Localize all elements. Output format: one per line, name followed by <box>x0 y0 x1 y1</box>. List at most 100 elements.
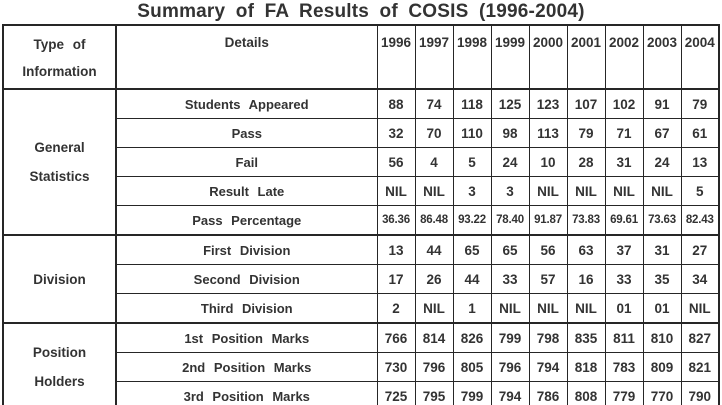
value-cell: 730 <box>376 352 416 382</box>
value-cell: 73.63 <box>642 205 682 236</box>
value-cell: 01 <box>642 293 682 324</box>
header-cell-type-of-information: Type of Information <box>2 24 117 90</box>
row-label: 2nd Position Marks <box>115 352 378 382</box>
header-cell-year: 2001 <box>566 24 606 90</box>
table-row: Second Division 17 26 44 33 57 16 33 35 … <box>3 264 720 294</box>
value-cell: 808 <box>566 381 606 405</box>
header-row: Type of Information Details 1996 1997 19… <box>2 24 720 90</box>
value-cell: 3 <box>490 176 530 206</box>
value-cell: 826 <box>452 322 492 353</box>
value-cell: 113 <box>528 118 568 148</box>
value-cell: NIL <box>566 293 606 324</box>
value-cell: 65 <box>452 234 492 265</box>
value-cell: 125 <box>490 88 530 119</box>
value-cell: 79 <box>680 88 720 119</box>
value-cell: 82.43 <box>680 205 720 236</box>
value-cell: 799 <box>490 322 530 353</box>
value-cell: 26 <box>414 264 454 294</box>
value-cell: 01 <box>604 293 644 324</box>
section-label-general-statistics: General Statistics <box>2 88 117 236</box>
table-row: Pass 32 70 110 98 113 79 71 67 61 <box>3 118 720 148</box>
value-cell: 33 <box>604 264 644 294</box>
results-table: Type of Information Details 1996 1997 19… <box>2 24 720 405</box>
value-cell: 63 <box>566 234 606 265</box>
value-cell: 10 <box>528 147 568 177</box>
value-cell: 93.22 <box>452 205 492 236</box>
value-cell: 2 <box>376 293 416 324</box>
value-cell: 796 <box>414 352 454 382</box>
value-cell: 57 <box>528 264 568 294</box>
value-cell: 88 <box>376 88 416 119</box>
value-cell: 805 <box>452 352 492 382</box>
row-label: Result Late <box>115 176 378 206</box>
value-cell: 5 <box>452 147 492 177</box>
value-cell: NIL <box>414 176 454 206</box>
value-cell: 4 <box>414 147 454 177</box>
value-cell: 123 <box>528 88 568 119</box>
value-cell: NIL <box>528 176 568 206</box>
value-cell: 13 <box>680 147 720 177</box>
table-row: Division First Division 13 44 65 65 56 6… <box>2 234 720 324</box>
table-row: 2nd Position Marks 730 796 805 796 794 8… <box>3 352 720 382</box>
table-row: Position Holders 1st Position Marks 766 … <box>2 322 720 405</box>
table-row: Result Late NIL NIL 3 3 NIL NIL NIL NIL … <box>3 176 720 206</box>
value-cell: 31 <box>642 234 682 265</box>
value-cell: 827 <box>680 322 720 353</box>
header-cell-year: 1999 <box>490 24 530 90</box>
header-cell-details: Details <box>115 24 378 90</box>
value-cell: 798 <box>528 322 568 353</box>
value-cell: 725 <box>376 381 416 405</box>
row-label: 1st Position Marks <box>115 322 378 353</box>
value-cell: 67 <box>642 118 682 148</box>
section-label-line: Statistics <box>29 169 90 184</box>
table-row: Third Division 2 NIL 1 NIL NIL NIL 01 01… <box>3 293 720 324</box>
table-row: 3rd Position Marks 725 795 799 794 786 8… <box>3 381 720 405</box>
value-cell: 3 <box>452 176 492 206</box>
value-cell: NIL <box>528 293 568 324</box>
value-cell: NIL <box>490 293 530 324</box>
value-cell: 98 <box>490 118 530 148</box>
header-cell-year: 2003 <box>642 24 682 90</box>
value-cell: 102 <box>604 88 644 119</box>
header-line: Information <box>22 64 97 79</box>
value-cell: 810 <box>642 322 682 353</box>
value-cell: 69.61 <box>604 205 644 236</box>
value-cell: 70 <box>414 118 454 148</box>
value-cell: 799 <box>452 381 492 405</box>
value-cell: 78.40 <box>490 205 530 236</box>
value-cell: 71 <box>604 118 644 148</box>
value-cell: NIL <box>680 293 720 324</box>
value-cell: 36.36 <box>376 205 416 236</box>
header-cell-year: 1996 <box>376 24 416 90</box>
table-row: General Statistics Students Appeared 88 … <box>2 88 720 236</box>
value-cell: 17 <box>376 264 416 294</box>
header-cell-year: 2004 <box>680 24 720 90</box>
row-label: Third Division <box>115 293 378 324</box>
row-label: First Division <box>115 234 378 265</box>
row-label: Students Appeared <box>115 88 378 119</box>
page-title: Summary of FA Results of COSIS (1996-200… <box>137 1 585 22</box>
value-cell: 56 <box>528 234 568 265</box>
value-cell: 79 <box>566 118 606 148</box>
value-cell: NIL <box>566 176 606 206</box>
section-label-line: Division <box>33 271 86 287</box>
row-label: Fail <box>115 147 378 177</box>
table-row: Pass Percentage 36.36 86.48 93.22 78.40 … <box>3 205 720 236</box>
value-cell: 32 <box>376 118 416 148</box>
section-label-line: Position <box>32 345 87 360</box>
value-cell: NIL <box>604 176 644 206</box>
value-cell: 110 <box>452 118 492 148</box>
value-cell: 73.83 <box>566 205 606 236</box>
value-cell: 44 <box>452 264 492 294</box>
section-label-line: General <box>34 140 85 155</box>
value-cell: 821 <box>680 352 720 382</box>
value-cell: 795 <box>414 381 454 405</box>
value-cell: 91.87 <box>528 205 568 236</box>
value-cell: 835 <box>566 322 606 353</box>
value-cell: 809 <box>642 352 682 382</box>
value-cell: 35 <box>642 264 682 294</box>
value-cell: NIL <box>376 176 416 206</box>
value-cell: 33 <box>490 264 530 294</box>
value-cell: 786 <box>528 381 568 405</box>
value-cell: 794 <box>490 381 530 405</box>
